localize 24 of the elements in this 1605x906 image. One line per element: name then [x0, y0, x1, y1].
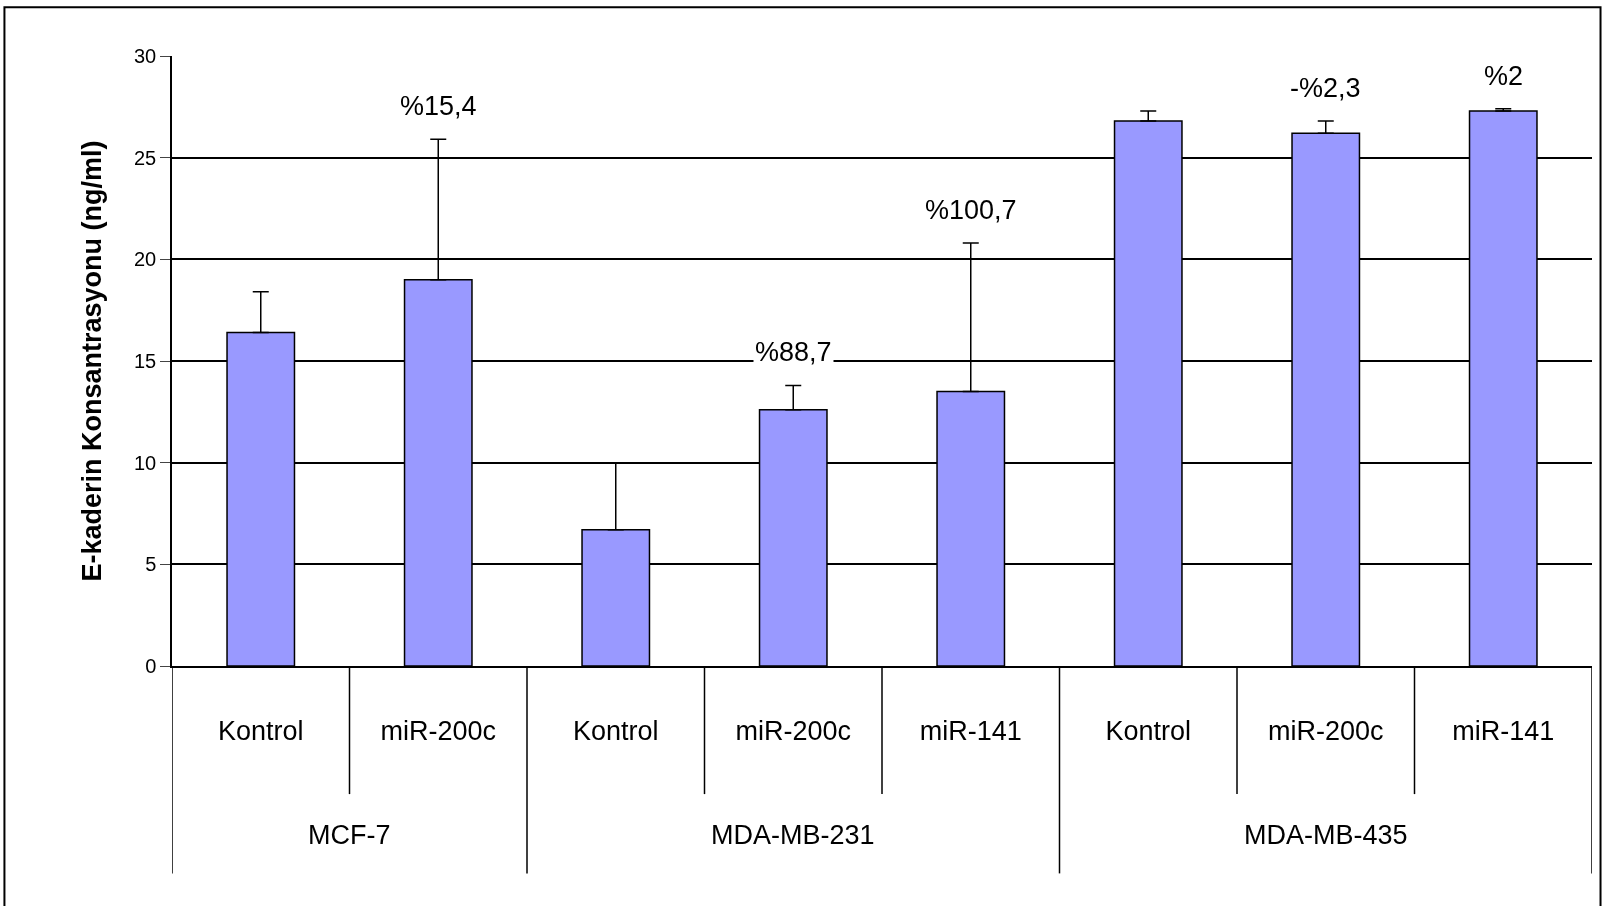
x-tick-label: Kontrol	[1105, 716, 1192, 747]
y-tick-label: 10	[134, 451, 157, 474]
y-tick-label: 0	[145, 655, 157, 677]
x-tick-label: Kontrol	[572, 716, 659, 747]
y-tick-label: 5	[145, 553, 157, 576]
x-tick-label: Kontrol	[217, 716, 304, 747]
text: MDA-MB-435	[1244, 820, 1408, 850]
x-tick-label: miR-200c	[735, 716, 852, 747]
annotation: %88,7	[755, 337, 832, 367]
y-tick-label: 30	[134, 45, 157, 67]
text: MCF-7	[308, 820, 391, 850]
annotation: %100,7	[925, 195, 1017, 225]
x-tick-label: miR-200c	[380, 716, 497, 747]
y-tick-label: 25	[134, 146, 157, 169]
annotation: %2	[1484, 61, 1524, 91]
x-tick-label: miR-141	[919, 716, 1022, 747]
annotation: -%2,3	[1290, 73, 1361, 103]
x-tick-label: miR-141	[1452, 716, 1555, 747]
y-axis-title: E-kaderin Konsantrasyonu (ng/ml)	[76, 140, 107, 582]
annotation: %15,4	[400, 91, 477, 121]
x-tick-label: miR-200c	[1267, 716, 1384, 747]
y-tick-label: 20	[134, 248, 157, 271]
y-tick-label: 15	[134, 350, 157, 372]
text: MDA-MB-231	[711, 820, 875, 850]
